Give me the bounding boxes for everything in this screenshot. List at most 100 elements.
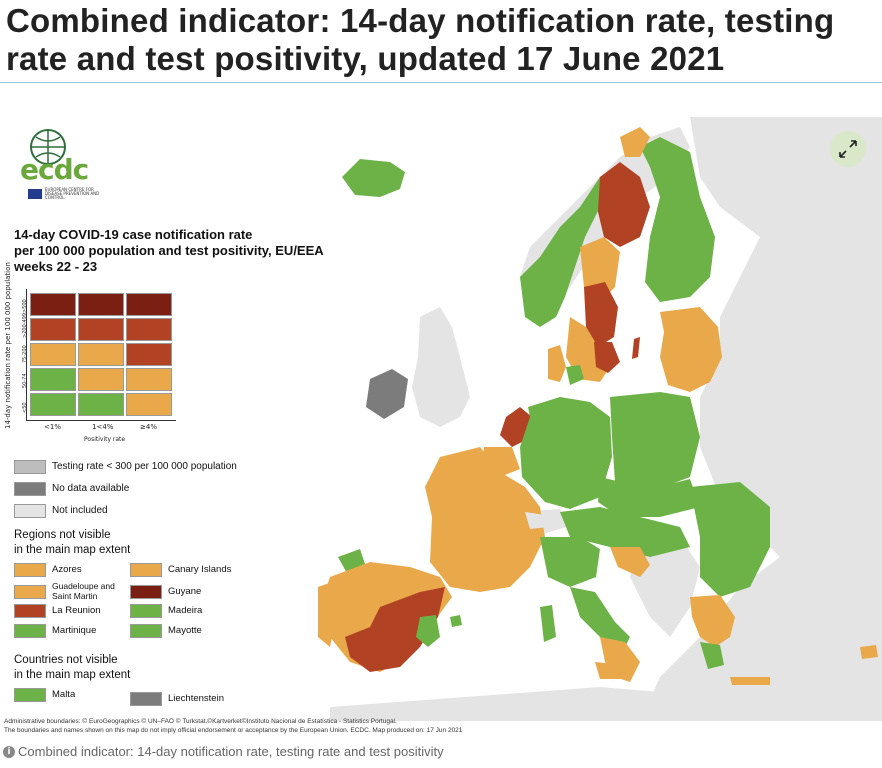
- swatch: [130, 585, 162, 599]
- countries-title: Countries not visible in the main map ex…: [14, 653, 130, 683]
- swatch: [14, 688, 46, 702]
- countries-title-line: in the main map extent: [14, 669, 131, 681]
- sardinia: [540, 605, 556, 642]
- legend-label: Malta: [52, 689, 76, 700]
- legend-label: No data available: [52, 483, 130, 494]
- globe-icon: [30, 129, 66, 165]
- legend-matrix-cell: [78, 293, 124, 316]
- finland-north-orange: [620, 127, 650, 157]
- legend-matrix-cell: [126, 368, 172, 391]
- map-footnote: Administrative boundaries: © EuroGeograp…: [4, 717, 874, 735]
- legend-matrix-cell: [30, 368, 76, 391]
- legend-title: 14-day COVID-19 case notification rate p…: [14, 227, 334, 275]
- footnote-line: Administrative boundaries: © EuroGeograp…: [4, 718, 397, 725]
- regions-title-line: in the main map extent: [14, 544, 131, 556]
- romania-bulgaria: [690, 482, 770, 597]
- page-title: Combined indicator: 14-day notification …: [6, 2, 835, 77]
- iceland: [342, 159, 405, 197]
- cyprus: [860, 645, 878, 659]
- legend-matrix-cell: [78, 343, 124, 366]
- ireland: [366, 369, 408, 419]
- legend-label: Not included: [52, 505, 108, 516]
- sweden-red: [584, 282, 618, 347]
- swatch: [14, 482, 46, 496]
- legend-label: Liechtenstein: [168, 693, 224, 704]
- legend-matrix-cell: [30, 318, 76, 341]
- legend-label: Guyane: [168, 586, 202, 597]
- eu-flag-icon: [28, 189, 42, 199]
- poland: [610, 392, 700, 492]
- swatch: [14, 563, 46, 577]
- regions-title: Regions not visible in the main map exte…: [14, 528, 130, 558]
- legend-label: Madeira: [168, 605, 203, 616]
- swatch: [130, 563, 162, 577]
- italy-mid: [570, 587, 630, 657]
- finland: [640, 137, 715, 302]
- legend-y-tick: >200-499: [22, 312, 28, 338]
- expand-map-button[interactable]: [830, 131, 866, 167]
- legend-matrix-cell: [126, 393, 172, 416]
- denmark-islands: [566, 365, 584, 385]
- balearic: [450, 615, 462, 627]
- uk-ireland: [412, 307, 470, 427]
- spain-red: [345, 587, 445, 672]
- legend-label: Canary Islands: [168, 564, 232, 575]
- legend-matrix-cell: [126, 293, 172, 316]
- legend-y-axis-line: [26, 289, 27, 420]
- legend-label: Testing rate < 300 per 100 000 populatio…: [52, 461, 237, 472]
- gotland: [632, 337, 640, 359]
- expand-arrows-icon: [839, 140, 857, 158]
- sicily: [595, 662, 625, 679]
- swatch: [130, 692, 162, 706]
- logo-wordmark: ecdc: [20, 153, 89, 186]
- countries-title-line: Countries not visible: [14, 654, 118, 666]
- north-africa: [330, 687, 760, 721]
- legend-label: Guadeloupe and Saint Martin: [52, 581, 115, 601]
- swatch: [14, 460, 46, 474]
- legend-region-guadeloupe: Guadeloupe and Saint Martin: [14, 581, 124, 601]
- legend-y-tick: 50-74: [22, 373, 28, 388]
- legend-title-line: 14-day COVID-19 case notification rate: [14, 227, 253, 242]
- legend-matrix-cell: [78, 393, 124, 416]
- france: [425, 447, 545, 592]
- legend-x-axis-label: Positivity rate: [84, 436, 126, 443]
- legend-matrix-cell: [30, 343, 76, 366]
- croatia: [610, 547, 650, 577]
- legend-x-tick: <1%: [44, 423, 61, 431]
- swatch: [14, 624, 46, 638]
- legend-y-tick: 75-200: [22, 345, 28, 363]
- legend-y-tick: <50: [22, 402, 28, 413]
- legend-label: Azores: [52, 564, 82, 575]
- denmark: [548, 345, 566, 382]
- italy-north: [540, 537, 600, 587]
- greece: [690, 595, 735, 647]
- legend-title-line: weeks 22 - 23: [14, 259, 98, 274]
- norway: [520, 172, 612, 327]
- swatch: [130, 604, 162, 618]
- figure-caption: Combined indicator: 14-day notification …: [18, 744, 444, 759]
- europe-map: [318, 117, 882, 721]
- footnote-line: The boundaries and names shown on this m…: [4, 727, 463, 734]
- legend-x-axis-line: [26, 420, 176, 421]
- non-eu-east: [640, 117, 882, 721]
- legend-label: La Reunion: [52, 605, 101, 616]
- estonia-latvia-lithuania: [660, 307, 722, 392]
- crete: [730, 677, 770, 685]
- map-figure: ecdc EUROPEAN CENTRE FOR DISEASE PREVENT…: [0, 117, 882, 721]
- logo-subtitle: EUROPEAN CENTRE FOR DISEASE PREVENTION A…: [45, 187, 100, 200]
- legend-label: Martinique: [52, 625, 97, 636]
- info-icon: i: [3, 746, 15, 758]
- legend-matrix-cell: [126, 318, 172, 341]
- legend-matrix-cell: [30, 293, 76, 316]
- title-divider: [0, 82, 882, 83]
- regions-title-line: Regions not visible: [14, 529, 111, 541]
- austria-hungary: [560, 507, 690, 557]
- ecdc-logo: ecdc EUROPEAN CENTRE FOR DISEASE PREVENT…: [14, 125, 114, 205]
- portugal: [318, 582, 336, 647]
- sweden-north: [598, 162, 650, 247]
- legend-x-tick: 1<4%: [92, 423, 114, 431]
- czechia-slovakia: [598, 477, 700, 517]
- italy-south-orange: [600, 637, 640, 682]
- greece-green: [700, 642, 724, 669]
- legend-matrix-cell: [30, 393, 76, 416]
